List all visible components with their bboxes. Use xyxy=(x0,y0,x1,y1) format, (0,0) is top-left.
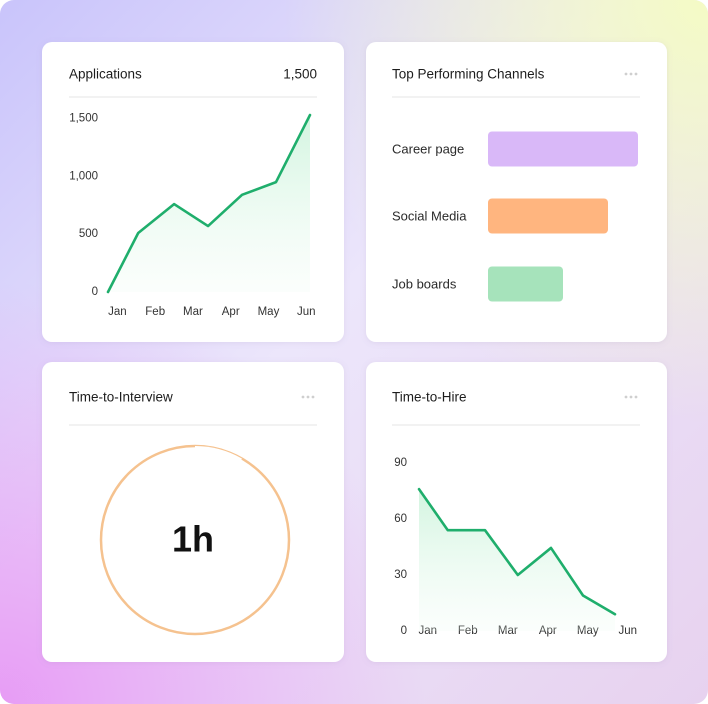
x-tick-label: Apr xyxy=(222,306,240,318)
y-tick-label: 1,500 xyxy=(69,113,98,125)
x-tick-label: May xyxy=(258,306,280,318)
wedge xyxy=(195,446,242,540)
y-tick-label: 1,000 xyxy=(69,170,98,182)
x-tick-label: Jun xyxy=(297,306,316,318)
y-tick-label: 0 xyxy=(92,286,98,298)
y-tick-label: 60 xyxy=(394,513,407,525)
category-label: Career page xyxy=(392,141,464,156)
x-tick-label: Jan xyxy=(108,306,127,318)
dot xyxy=(634,72,638,76)
dot xyxy=(624,72,628,76)
more-menu[interactable] xyxy=(624,72,638,76)
x-tick-label: Jun xyxy=(619,625,638,637)
dot xyxy=(311,395,315,399)
more-menu[interactable] xyxy=(301,395,315,399)
category-label: Social Media xyxy=(392,208,467,223)
y-tick-label: 90 xyxy=(394,457,407,469)
dot xyxy=(629,72,633,76)
card-title: Top Performing Channels xyxy=(392,67,545,82)
more-menu[interactable] xyxy=(624,395,638,399)
card-title: Applications xyxy=(69,67,142,82)
line xyxy=(417,487,617,616)
line xyxy=(106,113,312,294)
area-fill xyxy=(108,115,310,292)
card-title: Time-to-Interview xyxy=(69,390,173,405)
bar xyxy=(488,198,608,234)
dot xyxy=(306,395,310,399)
x-tick-label: Feb xyxy=(145,306,165,318)
value-label: 1h xyxy=(172,519,214,560)
y-tick-label: 30 xyxy=(394,569,407,581)
dot xyxy=(624,395,628,399)
card-title: Time-to-Hire xyxy=(392,390,467,405)
dot xyxy=(629,395,633,399)
bar xyxy=(488,131,638,167)
dot xyxy=(301,395,305,399)
area-fill xyxy=(419,489,615,631)
bar xyxy=(488,266,563,302)
card xyxy=(366,42,667,342)
dot xyxy=(634,395,638,399)
headline-value: 1,500 xyxy=(283,67,317,82)
y-tick-label: 0 xyxy=(401,625,407,637)
x-tick-label: Mar xyxy=(183,306,203,318)
y-tick-label: 500 xyxy=(79,228,98,240)
category-label: Job boards xyxy=(392,276,457,291)
card xyxy=(42,362,344,662)
